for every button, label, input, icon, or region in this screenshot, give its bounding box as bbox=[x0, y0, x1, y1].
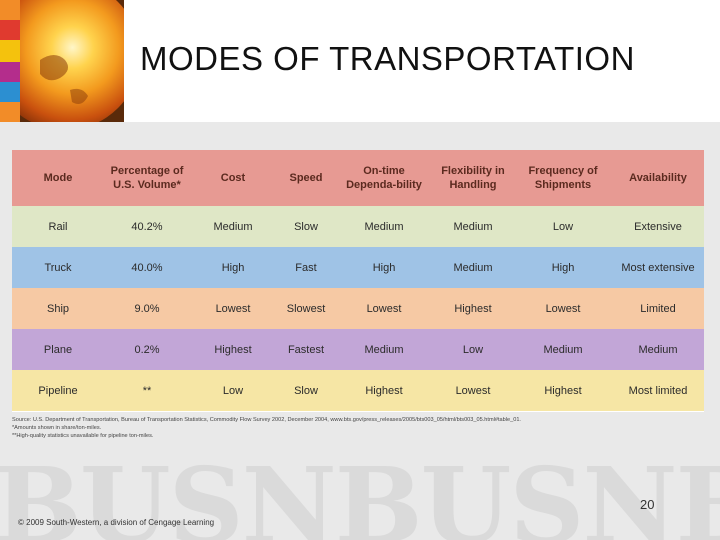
cell: Lowest bbox=[432, 370, 514, 411]
table-row: Plane 0.2% Highest Fastest Medium Low Me… bbox=[12, 329, 704, 370]
cell: 0.2% bbox=[104, 329, 190, 370]
cell: Medium bbox=[336, 329, 432, 370]
cell: Slow bbox=[276, 206, 336, 247]
cell: Lowest bbox=[190, 288, 276, 329]
cell: Slow bbox=[276, 370, 336, 411]
cell: High bbox=[336, 247, 432, 288]
cell: Medium bbox=[432, 206, 514, 247]
cell: Highest bbox=[336, 370, 432, 411]
cell: ** bbox=[104, 370, 190, 411]
cell: Most limited bbox=[612, 370, 704, 411]
cell: Medium bbox=[336, 206, 432, 247]
header-availability: Availability bbox=[612, 150, 704, 206]
footnote-2: **High-quality statistics unavailable fo… bbox=[12, 433, 154, 439]
slide-title: MODES OF TRANSPORTATION bbox=[140, 40, 635, 77]
cell: Highest bbox=[432, 288, 514, 329]
table-row: Pipeline ** Low Slow Highest Lowest High… bbox=[12, 370, 704, 411]
cell: High bbox=[190, 247, 276, 288]
header-mode: Mode bbox=[12, 150, 104, 206]
header-frequency: Frequency of Shipments bbox=[514, 150, 612, 206]
cell: Most extensive bbox=[612, 247, 704, 288]
cell: 40.2% bbox=[104, 206, 190, 247]
cell: 40.0% bbox=[104, 247, 190, 288]
source-note: Source: U.S. Department of Transportatio… bbox=[12, 416, 704, 440]
cell: Fastest bbox=[276, 329, 336, 370]
cell: Limited bbox=[612, 288, 704, 329]
cell: Medium bbox=[612, 329, 704, 370]
cell: Truck bbox=[12, 247, 104, 288]
watermark-text: BUSNBUSNBU bbox=[0, 448, 720, 540]
footnote-1: *Amounts shown in share/ton-miles. bbox=[12, 425, 102, 431]
cell: Fast bbox=[276, 247, 336, 288]
cell: Low bbox=[190, 370, 276, 411]
cell: Low bbox=[514, 206, 612, 247]
header-percentage: Percentage of U.S. Volume* bbox=[104, 150, 190, 206]
cell: Lowest bbox=[514, 288, 612, 329]
cell: Ship bbox=[12, 288, 104, 329]
table-row: Rail 40.2% Medium Slow Medium Medium Low… bbox=[12, 206, 704, 247]
cell: Highest bbox=[514, 370, 612, 411]
header-cost: Cost bbox=[190, 150, 276, 206]
source-line: Source: U.S. Department of Transportatio… bbox=[12, 417, 521, 423]
cell: Slowest bbox=[276, 288, 336, 329]
logo-color-strip bbox=[0, 0, 20, 122]
brand-watermark: BUSNBUSNBU bbox=[0, 448, 720, 540]
header-speed: Speed bbox=[276, 150, 336, 206]
table-row: Ship 9.0% Lowest Slowest Lowest Highest … bbox=[12, 288, 704, 329]
table-row: Truck 40.0% High Fast High Medium High M… bbox=[12, 247, 704, 288]
transport-table: Mode Percentage of U.S. Volume* Cost Spe… bbox=[12, 150, 704, 412]
cell: Rail bbox=[12, 206, 104, 247]
cell: Extensive bbox=[612, 206, 704, 247]
cell: Pipeline bbox=[12, 370, 104, 411]
cell: Low bbox=[432, 329, 514, 370]
cell: Medium bbox=[432, 247, 514, 288]
header-flexibility: Flexibility in Handling bbox=[432, 150, 514, 206]
cell: 9.0% bbox=[104, 288, 190, 329]
cell: Medium bbox=[514, 329, 612, 370]
cell: High bbox=[514, 247, 612, 288]
globe-icon bbox=[20, 0, 124, 122]
table-header-row: Mode Percentage of U.S. Volume* Cost Spe… bbox=[12, 150, 704, 206]
page-number: 20 bbox=[640, 497, 655, 512]
header-dependability: On-time Dependa-bility bbox=[336, 150, 432, 206]
cell: Medium bbox=[190, 206, 276, 247]
cell: Lowest bbox=[336, 288, 432, 329]
cell: Highest bbox=[190, 329, 276, 370]
cell: Plane bbox=[12, 329, 104, 370]
copyright-notice: © 2009 South-Western, a division of Ceng… bbox=[18, 518, 215, 527]
